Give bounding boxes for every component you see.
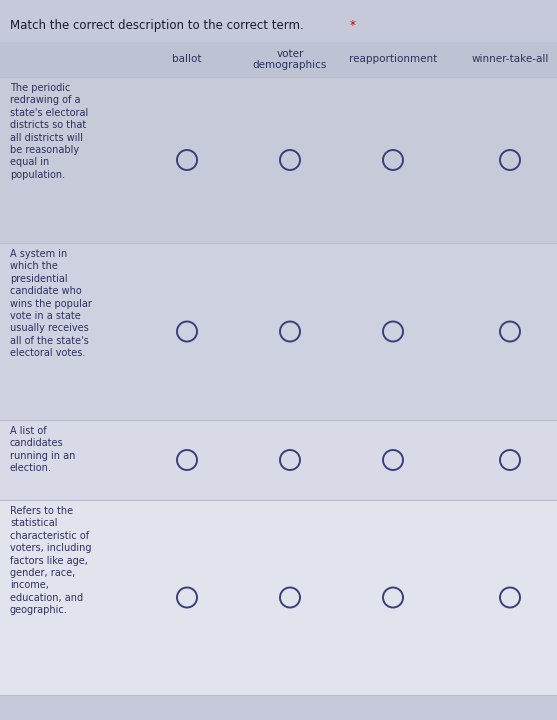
Bar xyxy=(0,0,557,42)
Text: ballot: ballot xyxy=(172,55,202,65)
Bar xyxy=(0,243,557,420)
Text: voter
demographics: voter demographics xyxy=(253,49,327,71)
Bar xyxy=(0,42,557,77)
Text: The periodic
redrawing of a
state's electoral
districts so that
all districts wi: The periodic redrawing of a state's elec… xyxy=(10,83,88,180)
Text: *: * xyxy=(350,19,356,32)
Bar xyxy=(0,500,557,695)
Bar xyxy=(0,420,557,500)
Text: Refers to the
statistical
characteristic of
voters, including
factors like age,
: Refers to the statistical characteristic… xyxy=(10,506,91,615)
Text: A list of
candidates
running in an
election.: A list of candidates running in an elect… xyxy=(10,426,75,473)
Text: A system in
which the
presidential
candidate who
wins the popular
vote in a stat: A system in which the presidential candi… xyxy=(10,249,92,359)
Text: Match the correct description to the correct term.: Match the correct description to the cor… xyxy=(10,19,304,32)
Text: reapportionment: reapportionment xyxy=(349,55,437,65)
Bar xyxy=(0,77,557,243)
Text: winner-take-all: winner-take-all xyxy=(471,55,549,65)
